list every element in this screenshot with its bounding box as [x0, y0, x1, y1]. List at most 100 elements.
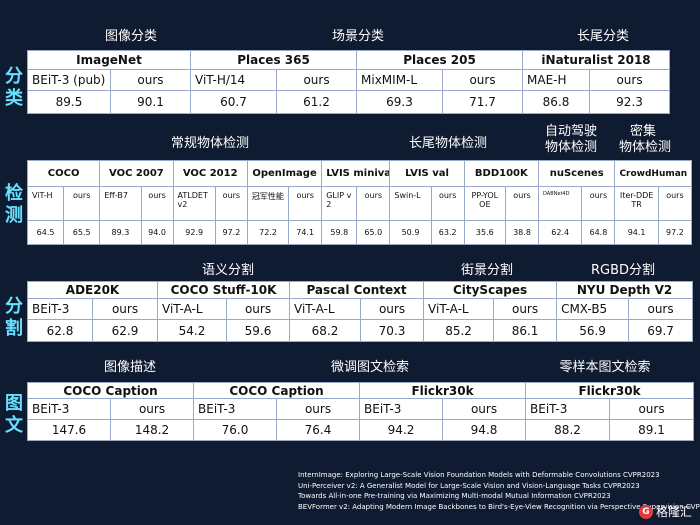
value-cell: 90.1 [110, 90, 191, 114]
model-cell: ours [589, 69, 671, 91]
model-cell: CMX-B5 [556, 298, 630, 320]
value-cell: 63.2 [430, 220, 465, 245]
references: InternImage: Exploring Large-Scale Visio… [298, 470, 700, 512]
dataset-lvis-val: LVIS val [389, 160, 465, 187]
value-cell: 92.9 [172, 220, 216, 245]
model-cell: BEiT-3 [27, 298, 93, 320]
value-cell: 97.2 [214, 220, 248, 245]
dataset-pascal-context: Pascal Context [289, 281, 425, 299]
header-rgbd-seg: RGBD分割 [590, 263, 656, 278]
value-cell: 50.9 [389, 220, 432, 245]
dataset-nyu-depth: NYU Depth V2 [556, 281, 694, 299]
model-cell: ours [360, 298, 425, 320]
value-cell: 85.2 [423, 319, 495, 342]
model-cell: ours [276, 398, 361, 420]
dataset-ade20k: ADE20K [26, 281, 159, 299]
header-autodrive: 自动驾驶 [544, 124, 597, 139]
side-label-classification: 分类 [5, 66, 23, 109]
model-cell: ours [657, 186, 693, 221]
dataset-flickr30k-zs: Flickr30k [525, 382, 695, 399]
value-cell: 56.9 [556, 319, 630, 342]
dataset-coco-caption: COCO Caption [26, 382, 195, 399]
value-cell: 70.3 [360, 319, 425, 342]
header-finetune-retrieval: 微调图文检索 [330, 360, 409, 375]
model-cell: ours [504, 186, 540, 221]
value-cell: 64.5 [26, 220, 65, 245]
dataset-flickr30k-ft: Flickr30k [359, 382, 527, 399]
model-cell: ours [140, 186, 174, 221]
header-scene-classification: 场景分类 [331, 29, 384, 44]
value-cell: 38.8 [504, 220, 540, 245]
value-cell: 60.7 [190, 90, 277, 114]
header-autodrive-detection: 物体检测 [544, 140, 597, 155]
header-longtail-classification: 长尾分类 [576, 29, 629, 44]
value-cell: 94.1 [614, 220, 659, 245]
value-cell: 76.4 [276, 419, 361, 441]
watermark-logo-icon: G [638, 504, 653, 519]
reference-item: InternImage: Exploring Large-Scale Visio… [298, 471, 660, 479]
value-cell: 65.5 [63, 220, 101, 245]
model-cell: GLIP v2 [321, 186, 358, 221]
reference-item: Towards All-in-one Pre-training via Maxi… [298, 492, 611, 500]
model-cell: ViT-A-L [157, 298, 228, 320]
header-dense: 密集 [629, 124, 656, 139]
model-cell: ours [91, 298, 159, 320]
dataset-voc2012: VOC 2012 [172, 160, 248, 187]
value-cell: 62.8 [27, 319, 93, 342]
model-cell: ours [109, 398, 195, 420]
dataset-voc2007: VOC 2007 [99, 160, 174, 187]
value-cell: 54.2 [157, 319, 228, 342]
classification-table: ImageNet Places 365 Places 205 iNaturali… [27, 50, 671, 114]
model-cell: ours [442, 398, 527, 420]
model-cell: Iter-DDETR [614, 186, 659, 221]
detection-table: COCO VOC 2007 VOC 2012 OpenImage LVIS mi… [26, 160, 693, 245]
model-cell: ours [275, 69, 358, 91]
model-cell: DABNet4D [538, 186, 583, 221]
value-cell: 74.1 [288, 220, 323, 245]
dataset-nuscenes: nuScenes [538, 160, 616, 187]
model-cell: Eff-B7 [99, 186, 142, 221]
value-cell: 59.8 [321, 220, 358, 245]
model-cell: ours [442, 69, 524, 91]
value-cell: 68.2 [289, 319, 362, 342]
value-cell: 61.2 [275, 90, 358, 114]
model-cell: ours [63, 186, 101, 221]
header-street-seg: 街景分割 [460, 263, 513, 278]
side-label-vl: 图文 [5, 393, 23, 436]
dataset-bdd100k: BDD100K [463, 160, 540, 187]
value-cell: 71.7 [442, 90, 524, 114]
vl-table: COCO Caption COCO Caption Flickr30k Flic… [26, 382, 695, 441]
dataset-inaturalist: iNaturalist 2018 [522, 50, 671, 70]
header-dense-detection: 物体检测 [618, 140, 671, 155]
reference-item: BEVFormer v2: Adapting Modern Image Back… [298, 502, 700, 511]
model-cell: BEiT-3 [193, 398, 278, 420]
value-cell: 35.6 [463, 220, 506, 245]
segmentation-table: ADE20K COCO Stuff-10K Pascal Context Cit… [26, 281, 694, 342]
header-semantic-seg: 语义分割 [201, 263, 254, 278]
dataset-crowdhuman: CrowdHuman [614, 160, 692, 187]
dataset-places365: Places 365 [189, 50, 358, 70]
watermark: G 格隆汇 [638, 503, 692, 520]
value-cell: 86.8 [522, 90, 591, 114]
model-cell: MixMIM-L [356, 69, 444, 91]
model-cell: ours [430, 186, 465, 221]
model-cell: ViT-H/14 [190, 69, 277, 91]
value-cell: 72.2 [246, 220, 290, 245]
reference-item: Uni-Perceiver v2: A Generalist Model for… [298, 481, 640, 490]
value-cell: 94.0 [140, 220, 174, 245]
model-cell: ours [581, 186, 616, 221]
value-cell: 65.0 [356, 220, 391, 245]
model-cell: ATLDET v2 [172, 186, 216, 221]
model-cell: ours [493, 298, 558, 320]
model-cell: ViT-H [26, 186, 65, 221]
model-cell: ours [628, 298, 694, 320]
value-cell: 76.0 [193, 419, 278, 441]
model-cell: ours [609, 398, 695, 420]
model-cell: BEiT-3 [359, 398, 444, 420]
model-cell: 冠军性能 [246, 186, 290, 221]
value-cell: 62.9 [91, 319, 159, 342]
model-cell: PP-YOLOE [463, 186, 506, 221]
value-cell: 86.1 [493, 319, 558, 342]
dataset-cityscapes: CityScapes [423, 281, 558, 299]
dataset-lvis-minival: LVIS minival [321, 160, 391, 187]
